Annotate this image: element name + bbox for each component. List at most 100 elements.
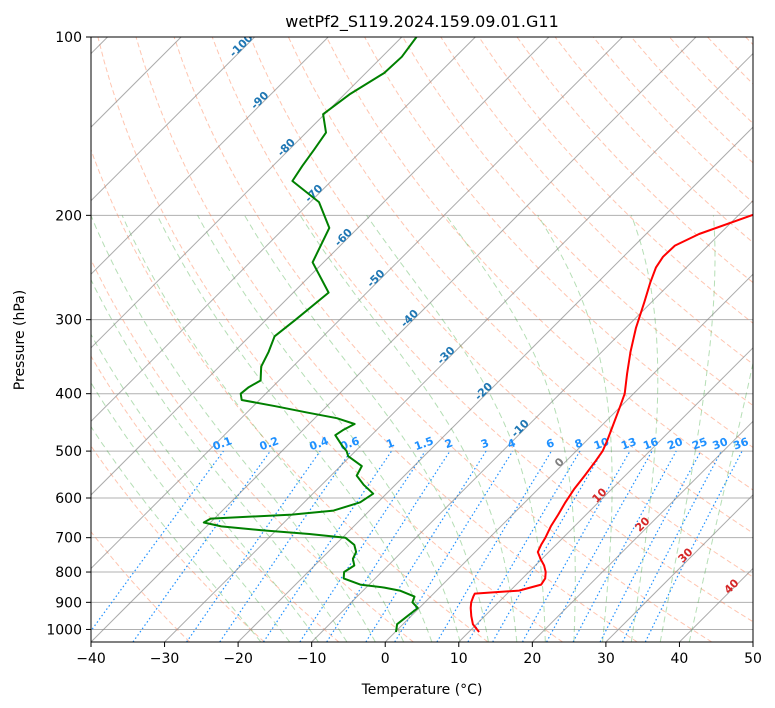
mixing-ratio-label: 1 — [385, 436, 397, 451]
x-tick-label: −20 — [223, 651, 253, 667]
dry-adiabat-line — [135, 37, 638, 642]
mixing-ratio-line — [91, 450, 224, 632]
isotherm-line — [91, 37, 256, 202]
moist-adiabat-line — [445, 215, 576, 642]
isotherm-label: -40 — [398, 307, 421, 330]
isotherm-line — [91, 37, 697, 642]
mixing-ratio-line — [546, 450, 653, 642]
dry-adiabat-line — [249, 37, 753, 578]
y-tick-label: 300 — [55, 313, 82, 329]
mixing-ratio-line — [186, 450, 321, 642]
moist-adiabat-label: 20 — [633, 514, 653, 534]
moist-adiabat-line — [299, 215, 518, 642]
isotherm-line — [91, 37, 476, 423]
isotherm-label: -20 — [472, 380, 495, 403]
dry-adiabat-line — [97, 37, 563, 642]
chart-title: wetPf2_S119.2024.159.09.01.G11 — [285, 12, 559, 32]
dry-adiabat-line — [91, 355, 340, 642]
mixing-ratio-line — [326, 450, 451, 642]
moist-adiabat-line — [244, 215, 489, 642]
dry-adiabat-line — [91, 445, 265, 642]
isotherm-line — [752, 641, 753, 642]
mixing-ratio-line — [299, 450, 426, 642]
dry-adiabat-line — [91, 148, 489, 642]
mixing-ratio-line — [132, 450, 271, 642]
dry-adiabat-line — [554, 37, 753, 244]
x-tick-label: 10 — [450, 651, 468, 667]
mixing-ratio-label: 0.1 — [211, 434, 234, 453]
isotherm-label: -60 — [332, 226, 355, 249]
moist-adiabat-line — [91, 215, 376, 642]
mixing-ratio-label: 8 — [573, 436, 585, 451]
moist-adiabat-line — [537, 215, 613, 642]
mixing-ratio-line — [394, 450, 514, 642]
mixing-ratio-line — [467, 450, 581, 642]
moist-adiabat-line — [366, 215, 546, 642]
isotherm-line — [679, 567, 753, 642]
dry-adiabat-line — [745, 37, 753, 46]
dewpoint-line — [202, 37, 419, 633]
y-tick-label: 100 — [55, 30, 82, 46]
isotherm-label: -100 — [227, 31, 256, 60]
isotherm-label: -50 — [364, 267, 387, 290]
mixing-ratio-line — [644, 450, 743, 642]
mixing-ratio-label: 1.5 — [413, 434, 436, 453]
isotherm-label: -90 — [248, 89, 271, 112]
moist-adiabat-line — [91, 278, 348, 642]
y-tick-label: 400 — [55, 387, 82, 403]
x-tick-label: −40 — [76, 651, 106, 667]
background-lines — [91, 37, 753, 642]
mixing-ratio-line — [572, 450, 677, 642]
mixing-ratio-label: 6 — [544, 436, 556, 451]
moist-adiabat-line — [630, 215, 659, 642]
dry-adiabat-line — [364, 37, 753, 449]
dry-adiabat-line — [91, 531, 191, 642]
x-axis-ticks: −40 −30 −20 −10 0 10 20 30 40 50 — [76, 642, 762, 667]
moist-adiabat-line — [91, 425, 262, 642]
isotherm-line — [164, 52, 753, 642]
moist-adiabat-line — [197, 215, 461, 642]
isotherm-line — [311, 199, 753, 642]
dry-adiabat-line — [516, 37, 753, 284]
mixing-ratio-line — [219, 450, 352, 642]
y-tick-label: 800 — [55, 565, 82, 581]
x-tick-label: −30 — [150, 651, 180, 667]
dry-adiabat-line — [402, 37, 753, 407]
x-tick-label: 40 — [671, 651, 689, 667]
mixing-ratio-line — [622, 450, 722, 642]
profile-series — [202, 37, 753, 633]
dry-adiabat-line — [478, 37, 753, 324]
mixing-ratio-label: 20 — [666, 435, 685, 453]
isotherm-label: -30 — [434, 344, 457, 367]
dry-adiabat-line — [326, 37, 753, 491]
plot-frame — [90, 36, 754, 643]
y-tick-label: 500 — [55, 444, 82, 460]
y-axis-ticks: 100 200 300 400 500 600 700 800 900 1000 — [46, 30, 91, 638]
isotherm-line — [91, 37, 403, 349]
mixing-ratio-label: 4 — [506, 436, 518, 451]
dry-adiabat-line — [707, 37, 753, 85]
x-tick-label: 20 — [523, 651, 541, 667]
moist-adiabat-label: 30 — [676, 545, 696, 565]
isotherm-line — [91, 37, 623, 570]
isotherm-line — [91, 37, 550, 496]
moist-adiabat-line — [91, 333, 319, 642]
moist-adiabat-label: 40 — [722, 576, 742, 596]
x-tick-label: −10 — [297, 651, 327, 667]
moist-adiabat-line — [121, 215, 405, 642]
moist-adiabat-line — [156, 215, 433, 642]
isotherm-line — [605, 494, 753, 642]
mixing-ratio-line — [262, 450, 392, 642]
x-tick-label: 30 — [597, 651, 615, 667]
isotherm-line — [237, 126, 753, 642]
dry-adiabat-line — [211, 37, 753, 623]
mixing-ratio-label: 3 — [479, 436, 491, 451]
mixing-ratio-line — [436, 450, 553, 642]
isotherm-line — [91, 37, 329, 275]
mixing-ratio-label: 13 — [619, 435, 638, 452]
moist-adiabat-line — [659, 215, 716, 642]
y-tick-label: 200 — [55, 208, 82, 224]
mixing-ratio-label: 0.2 — [258, 434, 281, 453]
y-tick-label: 600 — [55, 491, 82, 507]
